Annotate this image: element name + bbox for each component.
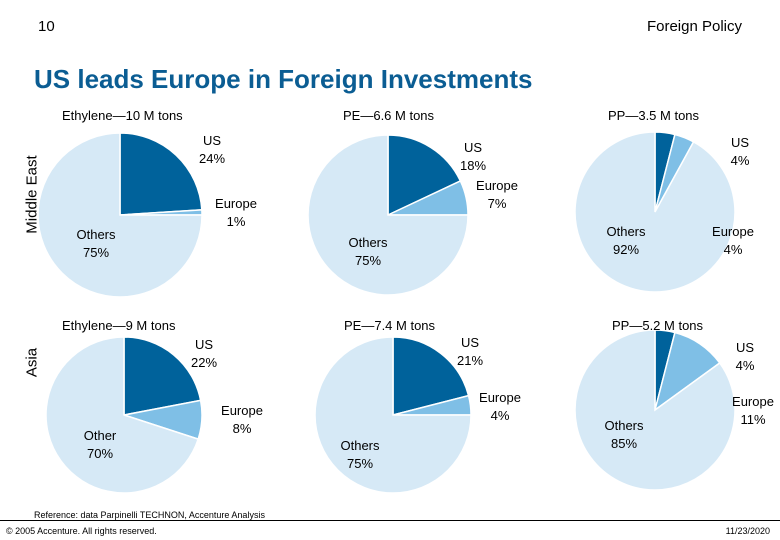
pie-1-label-name: Others — [76, 227, 116, 242]
copyright-text: © 2005 Accenture. All rights reserved. — [6, 526, 157, 536]
pie-5-label-name: US — [460, 335, 480, 350]
pie-1-label-name: Europe — [215, 196, 257, 211]
pie-1-label-europe: Europe 1% — [196, 195, 276, 231]
pie-2-label-name: Europe — [476, 178, 518, 193]
pie-3-label-value: 4% — [730, 153, 750, 168]
pie-5-label-value: 21% — [456, 353, 484, 368]
pie-6-slice-others — [574, 329, 736, 491]
pie-4-label-name: US — [194, 337, 214, 352]
pie-1-slice-us — [119, 132, 203, 216]
pie-4-label-europe: Europe 8% — [202, 402, 282, 438]
pie-1-label-others: Others 75% — [56, 226, 136, 262]
pie-2-label-value: 75% — [354, 253, 382, 268]
pie-4-title: Ethylene—9 M tons — [62, 318, 176, 333]
pie-5-title: PE—7.4 M tons — [344, 318, 436, 333]
pie-1-label-value: 1% — [226, 214, 246, 229]
pie-3-label-name: US — [730, 135, 750, 150]
slide-title: US leads Europe in Foreign Investments — [34, 64, 533, 94]
pie-6-label-europe: Europe 11% — [713, 393, 780, 429]
page-number: 10 — [38, 18, 55, 35]
pie-6-label-others: Others 85% — [584, 417, 664, 453]
pie-4-label-name: Other — [83, 428, 117, 443]
pie-5-label-us: US 21% — [430, 334, 510, 370]
pie-2-slice-others — [307, 134, 469, 296]
pie-3-slice-others — [574, 131, 736, 293]
pie-3-title: PP—3.5 M tons — [608, 108, 700, 123]
pie-6-label-name: Others — [604, 418, 644, 433]
pie-6-label-us: US 4% — [705, 339, 780, 375]
pie-1-label-name: US — [202, 133, 222, 148]
pie-4-label-value: 8% — [232, 421, 252, 436]
pie-1-slice-others — [37, 132, 203, 298]
pie-5-label-others: Others 75% — [320, 437, 400, 473]
pie-3-label-name: Europe — [712, 224, 754, 239]
pie-2-label-others: Others 75% — [328, 234, 408, 270]
pie-2-label-europe: Europe 7% — [457, 177, 537, 213]
pie-4-label-us: US 22% — [164, 336, 244, 372]
pie-2-label-name: Others — [348, 235, 388, 250]
pie-5-label-name: Europe — [479, 390, 521, 405]
reference-note: Reference: data Parpinelli TECHNON, Acce… — [34, 510, 265, 520]
pie-3-label-us: US 4% — [700, 134, 780, 170]
pie-4-label-other: Other 70% — [60, 427, 140, 463]
pie-3-label-europe: Europe 4% — [693, 223, 773, 259]
pie-2-label-us: US 18% — [433, 139, 513, 175]
pie-1-title: Ethylene—10 M tons — [62, 108, 183, 123]
pie-2-slice-us — [387, 134, 462, 217]
pie-6-label-name: US — [735, 340, 755, 355]
pie-2-label-name: US — [463, 140, 483, 155]
pie-6-label-value: 11% — [740, 412, 766, 427]
pie-5-label-value: 4% — [490, 408, 510, 423]
pie-3-label-others: Others 92% — [586, 223, 666, 259]
pie-5-label-europe: Europe 4% — [460, 389, 540, 425]
pie-6-label-name: Europe — [732, 394, 774, 409]
pie-5-label-name: Others — [340, 438, 380, 453]
pie-1-label-value: 75% — [82, 245, 110, 260]
pie-3-label-value: 92% — [612, 242, 640, 257]
pie-1-label-value: 24% — [198, 151, 226, 166]
pie-6-label-value: 85% — [610, 436, 638, 451]
footer-date: 11/23/2020 — [725, 526, 770, 536]
pie-4-label-value: 70% — [86, 446, 114, 461]
pie-1-label-us: US 24% — [172, 132, 252, 168]
pie-4-slice-us — [123, 336, 202, 416]
pie-4-slice-other — [45, 336, 200, 494]
pie-2-label-value: 7% — [487, 196, 507, 211]
section-title: Foreign Policy — [646, 18, 742, 35]
pie-5-label-value: 75% — [346, 456, 374, 471]
pie-4-label-name: Europe — [221, 403, 263, 418]
footer-divider — [0, 520, 780, 521]
pie-2-label-value: 18% — [459, 158, 487, 173]
pie-2-title: PE—6.6 M tons — [343, 108, 435, 123]
pie-4-label-value: 22% — [190, 355, 218, 370]
pie-3-label-value: 4% — [723, 242, 743, 257]
pie-6-title: PP—5.2 M tons — [612, 318, 704, 333]
pie-3-label-name: Others — [606, 224, 646, 239]
pie-5-slice-others — [314, 336, 472, 494]
pie-6-label-value: 4% — [735, 358, 755, 373]
pie-5-slice-us — [392, 336, 470, 416]
